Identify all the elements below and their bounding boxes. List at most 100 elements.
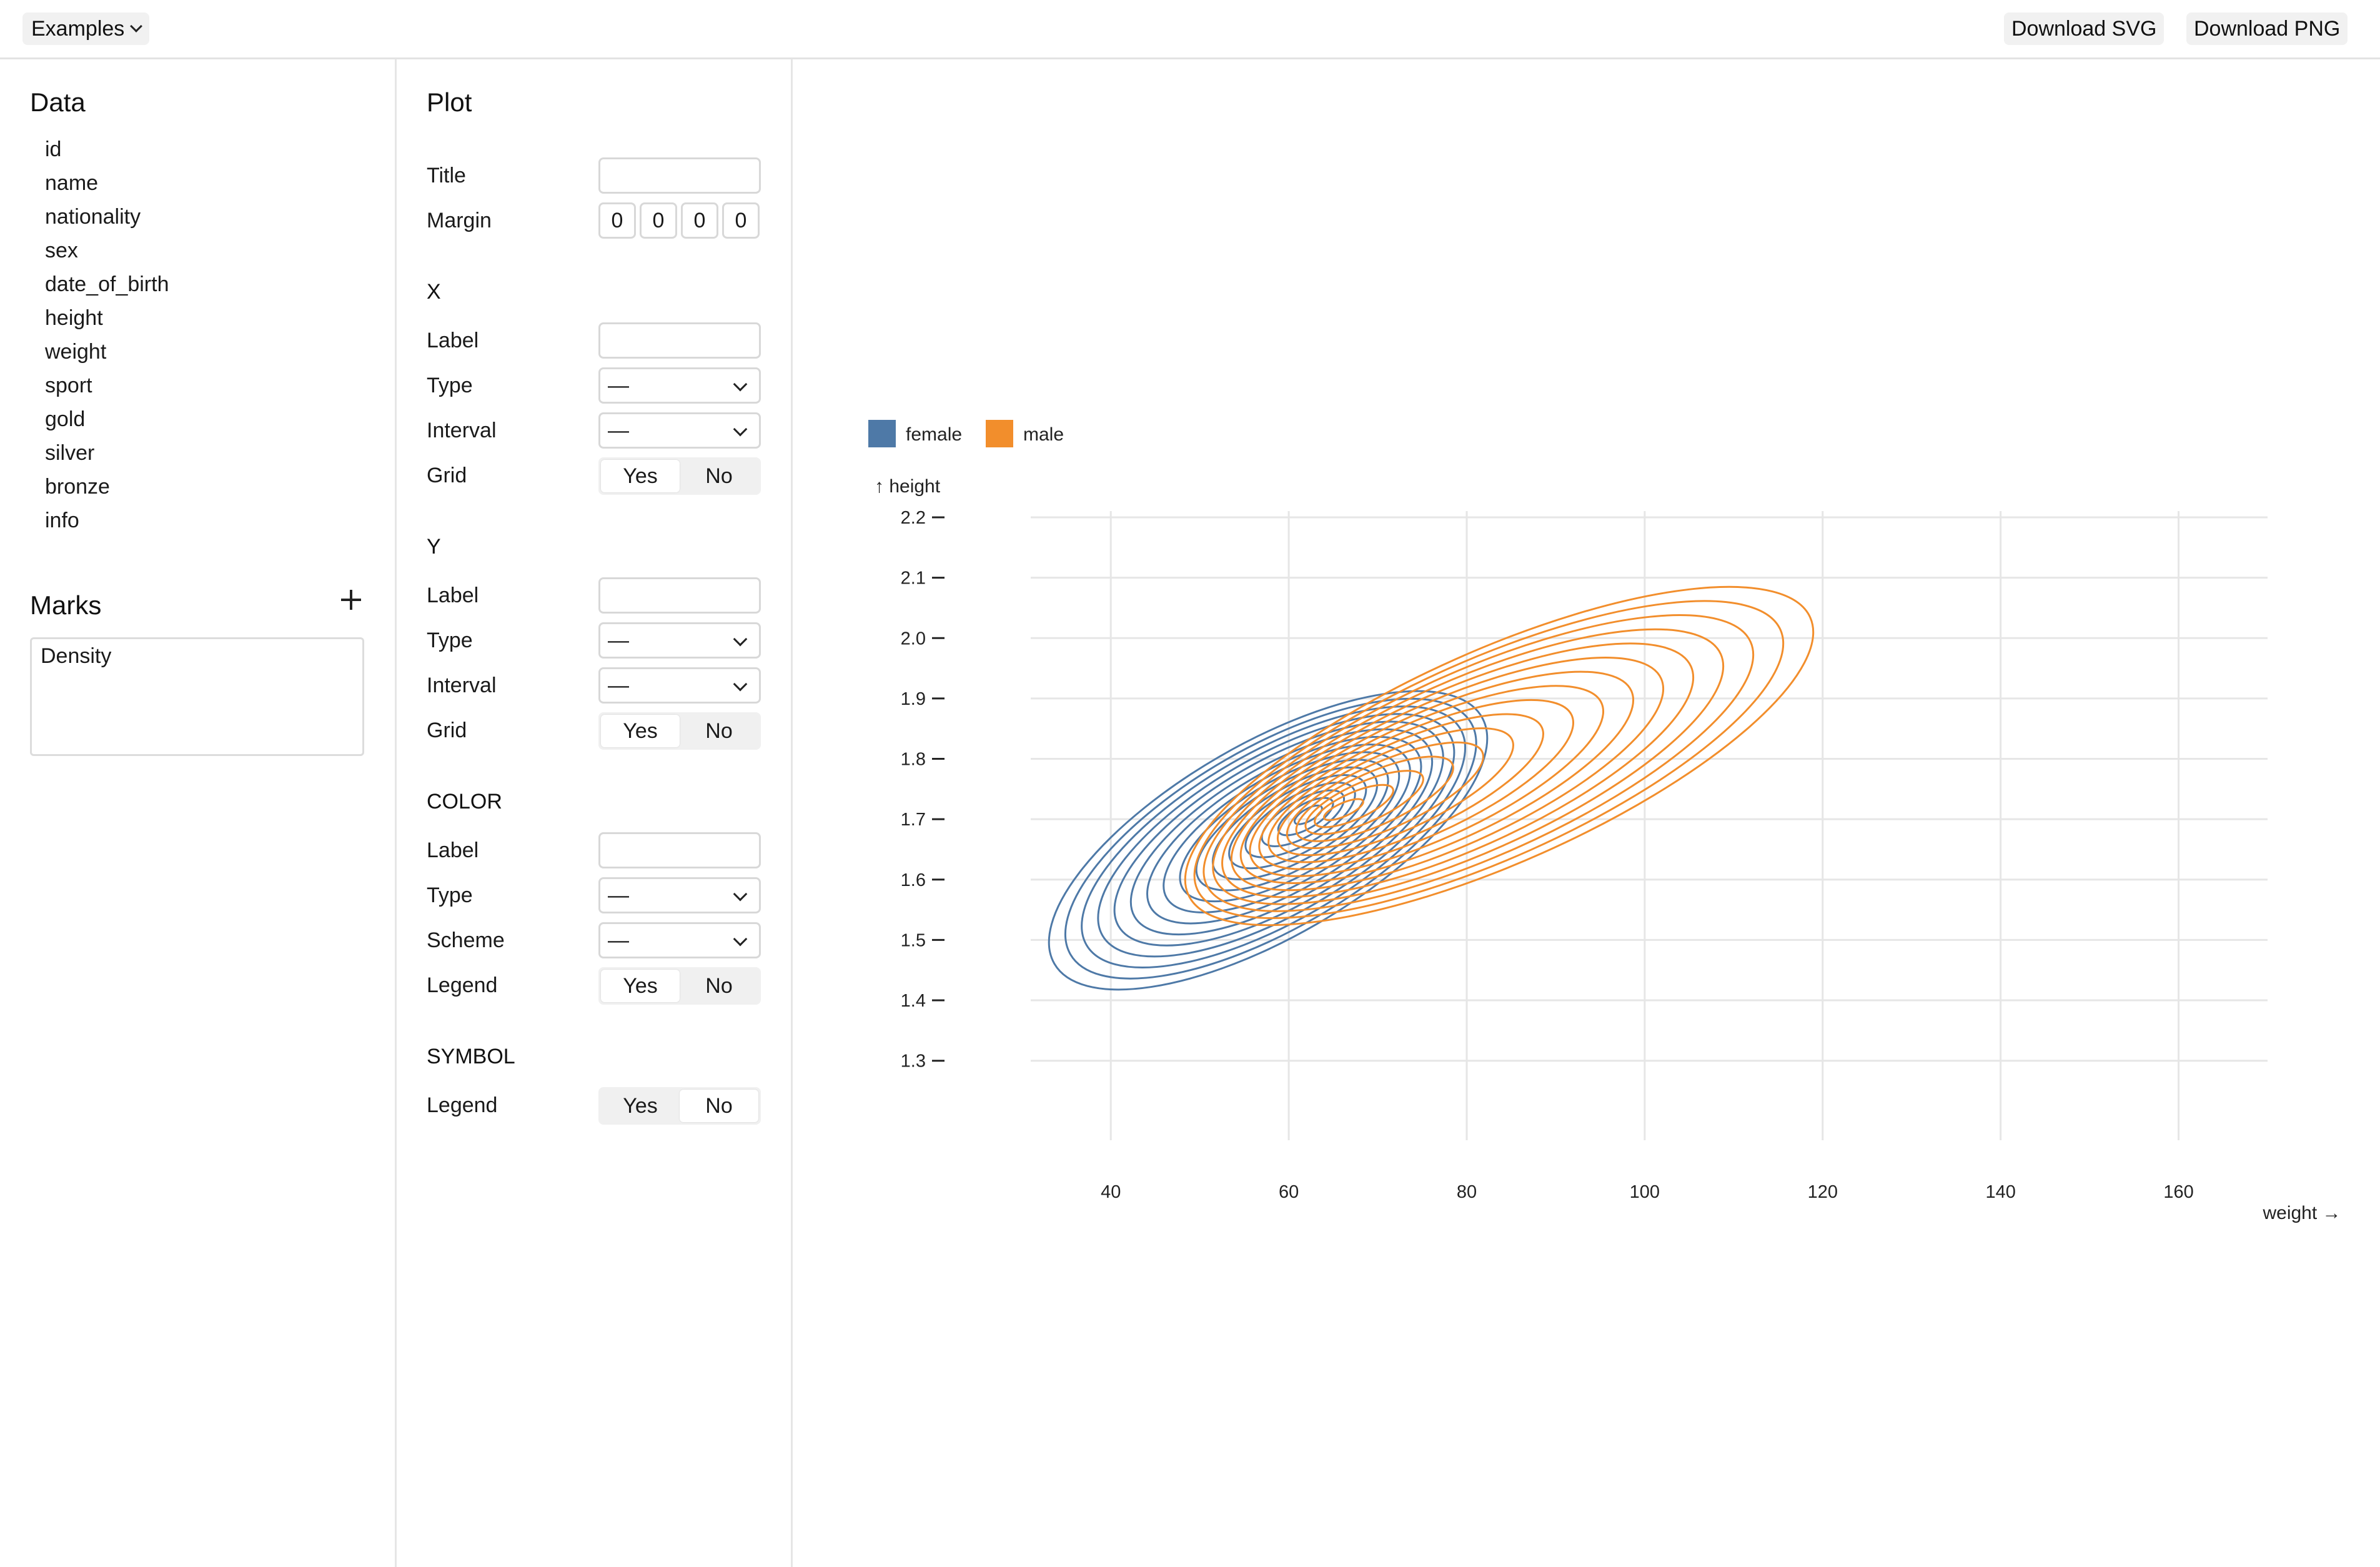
y-tick-label: 2.2 [901, 508, 926, 528]
data-field-bronze[interactable]: bronze [45, 475, 110, 499]
x-tick-label: 60 [1279, 1182, 1299, 1202]
panel-divider [395, 59, 397, 1567]
data-field-weight[interactable]: weight [45, 340, 107, 364]
legend-label-male: male [1023, 424, 1064, 445]
symbol-legend-no-option[interactable]: No [680, 1090, 758, 1122]
data-field-nationality[interactable]: nationality [45, 205, 141, 229]
x-grid-yes-option[interactable]: Yes [601, 460, 680, 492]
color-legend-toggle: Yes No [598, 967, 761, 1005]
x-interval-label: Interval [427, 419, 497, 442]
plot-title-label: Title [427, 164, 466, 187]
plot-panel-title: Plot [427, 87, 472, 117]
y-axis-title: ↑ height [875, 476, 941, 497]
legend-label-female: female [906, 424, 962, 445]
color-scheme-label: Scheme [427, 928, 505, 952]
contour-male [1304, 770, 1424, 835]
y-section-heading: Y [427, 535, 441, 559]
color-legend-label: Legend [427, 973, 498, 997]
margin-top-input[interactable]: 0 [598, 202, 636, 239]
y-grid-toggle: Yes No [598, 712, 761, 750]
margin-right-input[interactable]: 0 [640, 202, 677, 239]
y-tick-label: 1.7 [901, 810, 926, 830]
color-section-heading: COLOR [427, 790, 502, 813]
top-bar: Examples Download SVG Download PNG [0, 0, 2380, 59]
contour-male [1239, 670, 1635, 884]
color-label-input[interactable] [598, 832, 761, 868]
chart-contours [1048, 585, 1815, 991]
data-field-id[interactable]: id [45, 137, 62, 161]
x-label-label: Label [427, 329, 479, 352]
y-type-value: — [608, 628, 629, 652]
legend-swatch-male [986, 420, 1013, 447]
y-grid-label: Grid [427, 719, 467, 742]
y-type-select[interactable]: — [598, 622, 761, 659]
data-field-silver[interactable]: silver [45, 441, 95, 465]
x-tick-label: 100 [1630, 1182, 1660, 1202]
add-mark-icon[interactable] [341, 590, 361, 610]
data-field-gold[interactable]: gold [45, 407, 86, 431]
margin-bottom-input[interactable]: 0 [681, 202, 718, 239]
x-interval-select[interactable]: — [598, 412, 761, 449]
examples-dropdown[interactable]: Examples [22, 12, 150, 45]
contour-male [1276, 727, 1514, 857]
download-png-button[interactable]: Download PNG [2186, 12, 2348, 45]
x-interval-value: — [608, 418, 629, 442]
contour-male [1314, 784, 1394, 828]
plot-title-input[interactable] [598, 157, 761, 194]
chevron-down-icon [733, 632, 748, 647]
y-tick-label: 1.4 [901, 991, 926, 1011]
y-tick-label: 1.9 [901, 689, 926, 709]
contour-male [1267, 713, 1544, 863]
x-type-select[interactable]: — [598, 367, 761, 404]
contour-male [1323, 798, 1364, 822]
examples-label: Examples [31, 16, 125, 41]
mark-item-density[interactable]: Density [41, 644, 112, 668]
x-type-label: Type [427, 374, 473, 397]
margin-label: Margin [427, 209, 492, 232]
data-field-name[interactable]: name [45, 171, 99, 195]
color-type-value: — [608, 883, 629, 907]
x-tick-label: 120 [1808, 1182, 1838, 1202]
margin-left-input[interactable]: 0 [722, 202, 760, 239]
chevron-down-icon [733, 887, 748, 902]
contour-female [1097, 713, 1455, 958]
data-field-sex[interactable]: sex [45, 239, 78, 262]
panel-divider [791, 59, 793, 1567]
y-interval-label: Interval [427, 674, 497, 697]
contour-male [1212, 628, 1725, 905]
y-interval-select[interactable]: — [598, 667, 761, 704]
color-legend-yes-option[interactable]: Yes [601, 970, 680, 1002]
x-label-input[interactable] [598, 322, 761, 359]
y-grid-yes-option[interactable]: Yes [601, 715, 680, 747]
color-label-label: Label [427, 838, 479, 862]
contour-male [1221, 642, 1695, 898]
y-tick-label: 2.1 [901, 569, 926, 589]
x-grid-label: Grid [427, 464, 467, 487]
x-grid-toggle: Yes No [598, 457, 761, 495]
color-scheme-select[interactable]: — [598, 922, 761, 958]
y-interval-value: — [608, 673, 629, 697]
x-tick-label: 40 [1101, 1182, 1121, 1202]
y-grid-no-option[interactable]: No [705, 719, 733, 743]
data-field-info[interactable]: info [45, 509, 79, 532]
legend-swatch-female [868, 420, 896, 447]
symbol-legend-yes-option[interactable]: Yes [623, 1093, 658, 1118]
x-tick-label: 80 [1457, 1182, 1477, 1202]
chevron-down-icon [733, 932, 748, 947]
chevron-down-icon [733, 422, 748, 437]
data-panel-title: Data [30, 87, 86, 117]
y-axis: 1.3 1.4 1.5 1.6 1.7 1.8 1.9 2.0 2.1 2.2 [901, 508, 945, 1072]
download-svg-button[interactable]: Download SVG [2004, 12, 2164, 45]
chevron-down-icon [733, 377, 748, 392]
x-grid-no-option[interactable]: No [705, 464, 733, 488]
marks-list: Density [30, 637, 364, 756]
color-legend-no-option[interactable]: No [705, 973, 733, 998]
data-field-height[interactable]: height [45, 306, 103, 330]
x-axis-title: weight → [2262, 1203, 2341, 1223]
contour-male [1286, 741, 1484, 849]
data-field-sport[interactable]: sport [45, 374, 92, 397]
data-field-date-of-birth[interactable]: date_of_birth [45, 272, 169, 296]
y-label-input[interactable] [598, 577, 761, 614]
chevron-down-icon [733, 677, 748, 692]
color-type-select[interactable]: — [598, 877, 761, 913]
